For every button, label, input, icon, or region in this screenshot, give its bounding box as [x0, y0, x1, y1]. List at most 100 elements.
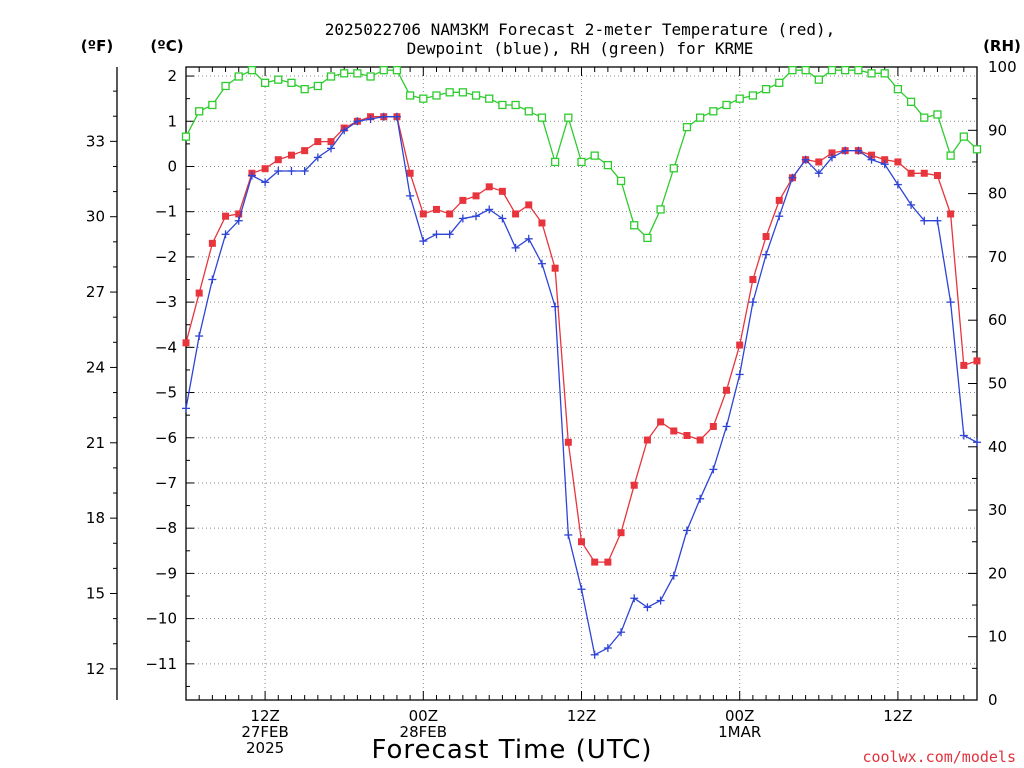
rh-point — [893, 85, 903, 94]
dewpoint-point — [854, 146, 863, 155]
dewpoint-point — [195, 332, 204, 341]
rh-tick-label: 40 — [988, 438, 1007, 456]
temperature-point — [696, 436, 704, 444]
temperature-point — [709, 422, 717, 430]
celsius-tick-label: −4 — [155, 338, 177, 356]
x-axis-label: Forecast Time (UTC) — [371, 735, 652, 765]
dewpoint-point — [353, 117, 362, 126]
dewpoint-point — [498, 214, 507, 223]
rh-point — [471, 91, 481, 100]
fahrenheit-tick-label: 21 — [86, 434, 105, 452]
rh-unit-label: (RH) — [983, 37, 1021, 55]
dewpoint-point — [867, 155, 876, 164]
fahrenheit-unit-label: (ºF) — [81, 37, 113, 55]
rh-point — [458, 88, 468, 97]
rh-point — [392, 66, 402, 75]
rh-point — [788, 66, 797, 75]
rh-point — [221, 81, 230, 91]
rh-point — [630, 221, 639, 230]
celsius-tick-label: −7 — [155, 474, 177, 492]
rh-point — [722, 100, 731, 110]
rh-point — [498, 100, 507, 110]
dewpoint-point — [458, 214, 467, 223]
celsius-tick-label: 0 — [167, 157, 177, 175]
dewpoint-point — [762, 250, 771, 259]
temperature-point — [723, 386, 731, 394]
rh-point — [485, 94, 494, 103]
dewpoint-point — [709, 465, 718, 474]
rh-point — [590, 151, 599, 160]
celsius-tick-label: −2 — [155, 248, 177, 266]
dewpoint-point — [841, 146, 850, 155]
rh-tick-label: 30 — [988, 501, 1007, 519]
rh-point — [511, 100, 520, 110]
rh-point — [669, 164, 678, 173]
temperature-point — [314, 138, 322, 146]
rh-point — [366, 72, 375, 81]
temperature-point — [617, 529, 625, 537]
temperature-point — [261, 165, 269, 173]
rh-point — [550, 157, 560, 167]
temperature-point — [235, 210, 243, 218]
dewpoint-point — [669, 571, 678, 580]
dewpoint-point — [564, 530, 573, 539]
temperature-point — [907, 169, 915, 177]
dewpoint-point — [788, 173, 797, 182]
dewpoint-point — [827, 153, 836, 162]
temperature-point — [868, 151, 876, 159]
x-tick-label: 2025 — [246, 739, 284, 757]
celsius-tick-label: −5 — [155, 384, 177, 402]
rh-tick-label: 80 — [988, 185, 1007, 203]
rh-point — [616, 176, 626, 186]
dewpoint-point — [511, 243, 520, 252]
celsius-tick-label: −10 — [145, 610, 177, 628]
grid-lines — [186, 67, 977, 700]
temperature-point — [630, 481, 638, 489]
dewpoint-point — [182, 404, 190, 413]
temperature-point — [208, 239, 216, 247]
dewpoint-point — [366, 114, 375, 123]
dewpoint-point — [432, 230, 441, 239]
rh-point — [287, 78, 296, 87]
rh-point — [643, 233, 652, 243]
x-tick-label: 28FEB — [400, 723, 447, 741]
rh-point — [181, 132, 191, 141]
rh-point — [906, 97, 916, 106]
dewpoint-point — [617, 628, 626, 637]
rh-point — [867, 69, 876, 78]
rh-point — [814, 75, 823, 84]
dewpoint-point — [748, 298, 757, 307]
temperature-point — [459, 196, 467, 204]
temperature-point — [604, 558, 612, 566]
temperature-point — [828, 149, 836, 157]
temperature-point — [564, 438, 572, 446]
temperature-point — [222, 212, 230, 220]
temperature-point — [446, 210, 454, 218]
dewpoint-point — [551, 302, 560, 311]
dewpoint-point — [221, 230, 230, 239]
rh-point — [682, 122, 692, 132]
dewpoint-point — [485, 205, 494, 214]
rh-point — [340, 69, 349, 78]
fahrenheit-tick-label: 27 — [86, 283, 105, 301]
dewpoint-point — [406, 191, 415, 200]
dewpoint-point — [590, 650, 599, 659]
x-tick-label: 12Z — [250, 707, 279, 725]
rh-point — [735, 94, 744, 103]
dewpoint-point — [907, 200, 916, 209]
temperature-point — [762, 233, 770, 241]
celsius-tick-label: −9 — [155, 564, 177, 582]
dewpoint-point — [313, 153, 322, 162]
rh-point — [208, 100, 217, 110]
rh-point — [195, 107, 204, 116]
rh-point — [432, 91, 441, 100]
temperature-point — [894, 158, 902, 166]
dewpoint-point — [392, 112, 401, 121]
series-dewpoint — [182, 112, 981, 659]
dewpoint-point — [445, 230, 454, 239]
temperature-point — [881, 156, 889, 164]
fahrenheit-tick-label: 15 — [86, 584, 105, 602]
axes — [110, 66, 978, 701]
temperature-point — [657, 418, 665, 426]
